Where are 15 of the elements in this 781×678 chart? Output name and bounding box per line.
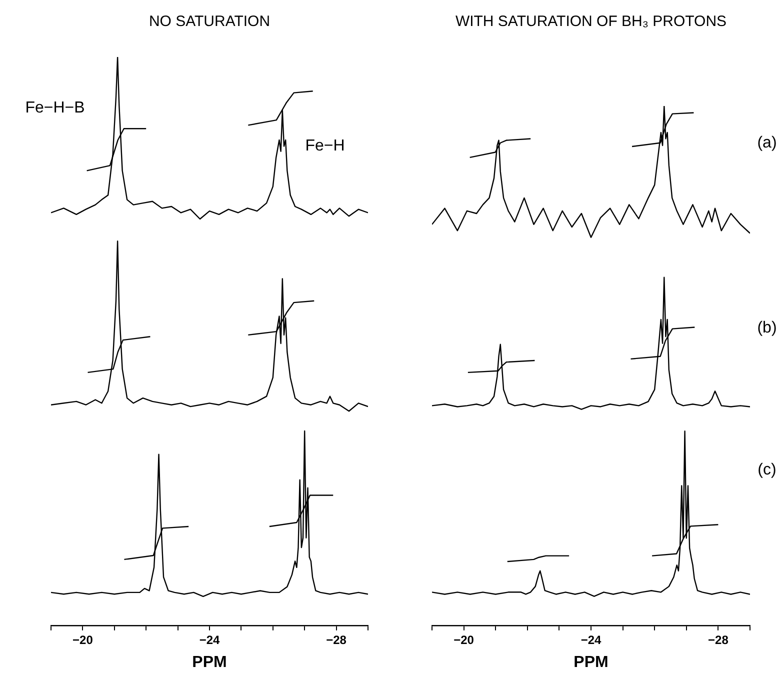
x-tick-label: −20 bbox=[454, 632, 474, 647]
chart-title: NO SATURATION bbox=[148, 13, 270, 30]
text: (b) bbox=[757, 319, 777, 336]
text: (c) bbox=[758, 461, 776, 478]
chart-title: WITH SATURATION OF BH₃ PROTONS bbox=[455, 13, 727, 30]
text: (a) bbox=[757, 134, 777, 152]
x-axis-title: PPM bbox=[192, 654, 227, 671]
x-tick-label: −28 bbox=[326, 632, 347, 647]
x-tick-label: −28 bbox=[708, 632, 729, 647]
x-tick-label: −20 bbox=[72, 632, 94, 647]
x-tick-label: −24 bbox=[199, 632, 220, 647]
annotation: Fe−H bbox=[305, 137, 345, 154]
x-axis-title: PPM bbox=[574, 654, 608, 671]
annotation: Fe−H−B bbox=[25, 99, 85, 116]
x-tick-label: −24 bbox=[580, 632, 602, 647]
